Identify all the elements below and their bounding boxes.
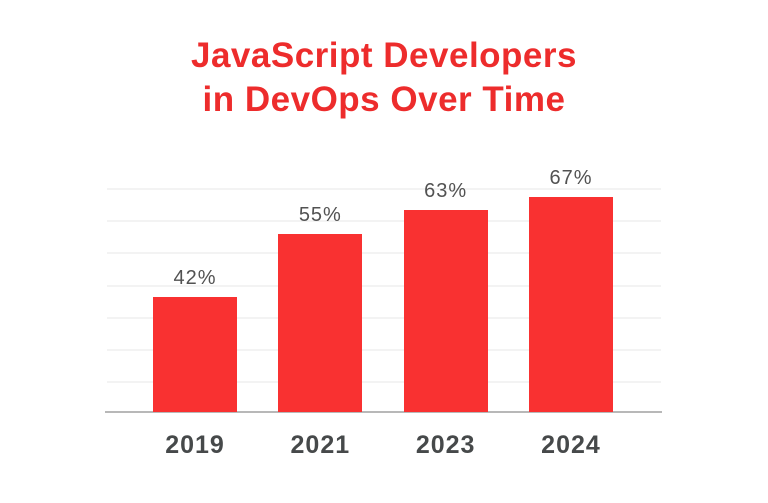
gridline-6 [107,381,661,383]
bar-group-2019: 42% [153,267,237,412]
gridline-5 [107,349,661,351]
bars: 42% 55% 63% 67% [153,167,613,412]
bar-2021 [278,234,363,412]
x-axis-labels: 2019 2021 2023 2024 [153,431,613,460]
bar-2023 [403,210,488,412]
chart-title-line-1: JavaScript Developers [191,36,577,75]
x-axis-line [105,411,662,413]
gridline-2 [107,252,661,254]
gridline-1 [107,220,661,222]
bar-value-label-2019: 42% [173,267,217,289]
x-axis-label-2019: 2019 [165,431,225,459]
gridline-3 [107,285,661,287]
chart-title-line-2: in DevOps Over Time [202,80,566,119]
gridline-0 [107,188,661,190]
bar-2024 [528,197,613,412]
chart-title: JavaScript Developers in DevOps Over Tim… [0,34,768,122]
bar-value-label-2021: 55% [298,204,342,226]
bar-value-label-2024: 67% [549,167,593,189]
x-axis-label-2021: 2021 [290,431,351,459]
bar-value-label-2023: 63% [424,180,468,202]
bar-group-2024: 67% [528,167,613,412]
bar-group-2023: 63% [403,180,488,412]
x-axis-label-2024: 2024 [541,431,601,459]
bar-2019 [153,297,237,412]
x-axis-label-2023: 2023 [415,431,476,459]
bar-group-2021: 55% [278,204,363,412]
gridline-4 [107,317,661,319]
